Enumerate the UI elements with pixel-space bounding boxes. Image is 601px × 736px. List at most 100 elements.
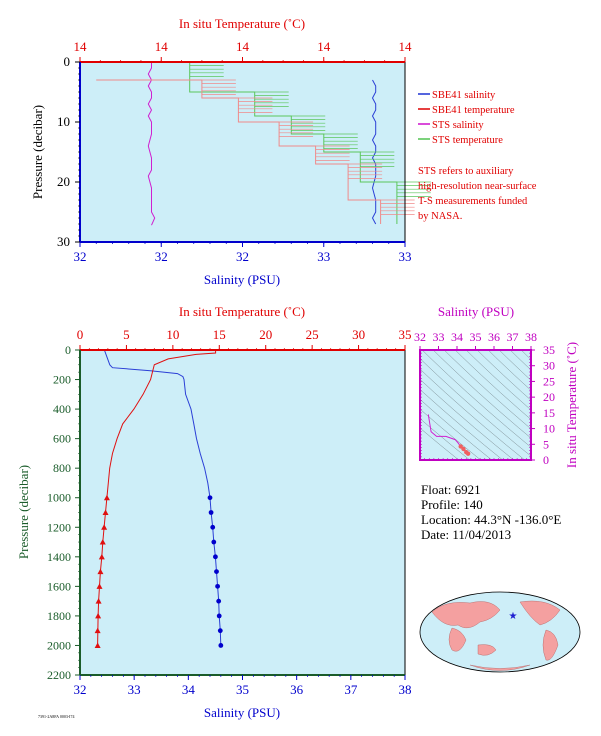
- bottom-pressure-tick-label: 2200: [47, 668, 71, 682]
- bottom-sal-tick-label: 35: [236, 682, 249, 697]
- map-ocean: [419, 591, 581, 673]
- bottom-pressure-tick-label: 600: [53, 432, 71, 446]
- bottom-salinity-marker: [215, 583, 220, 589]
- top-sal-tick-label: 32: [155, 249, 168, 264]
- ts-temperature-axis-title: In situ Temperature (˚C): [564, 342, 579, 468]
- profile-number: Profile: 140: [421, 497, 483, 512]
- map-land-australia: [477, 644, 497, 656]
- ts-sal-tick-label: 38: [525, 330, 537, 344]
- ts-density-contour: [509, 350, 531, 371]
- footer-code: 7391-2A8FA 0003-I74: [38, 714, 74, 719]
- bottom-temperature-marker: [97, 568, 104, 575]
- bottom-temp-tick-label: 10: [166, 327, 179, 342]
- top-pressure-tick-label: 0: [64, 54, 71, 69]
- top-pressure-tick-label: 30: [57, 234, 70, 249]
- bottom-temperature-marker: [99, 539, 106, 545]
- top-temperature-axis-title: In situ Temperature (˚C): [179, 16, 305, 31]
- top-pressure-tick-label: 20: [57, 174, 70, 189]
- bottom-sal-tick-label: 32: [74, 682, 87, 697]
- top-series-sbe41-salinity: [371, 79, 377, 225]
- ts-sal-tick-label: 35: [470, 330, 482, 344]
- ts-temp-tick-label: 30: [543, 359, 555, 373]
- bottom-pressure-tick-label: 800: [53, 461, 71, 475]
- bottom-salinity-marker: [207, 495, 213, 501]
- bottom-salinity-marker: [210, 524, 216, 530]
- bottom-pressure-tick-label: 1800: [47, 609, 71, 623]
- top-salinity-axis-title: Salinity (PSU): [204, 272, 280, 287]
- bottom-sal-tick-label: 34: [182, 682, 196, 697]
- ts-salinity-axis-title: Salinity (PSU): [438, 304, 514, 319]
- bottom-pressure-tick-label: 2000: [47, 638, 71, 652]
- ts-density-contour: [420, 389, 504, 460]
- bottom-temperature-marker: [94, 627, 101, 634]
- profile-date: Date: 11/04/2013: [421, 527, 512, 542]
- ts-temp-tick-label: 15: [543, 406, 555, 420]
- bottom-temperature-marker: [103, 494, 110, 501]
- bottom-temperature-axis-title: In situ Temperature (˚C): [179, 304, 305, 319]
- ts-density-contour: [476, 350, 531, 401]
- top-pressure-axis-title: Pressure (decibar): [30, 105, 45, 199]
- ts-density-contour: [487, 350, 531, 391]
- top-series-layer: [96, 61, 431, 226]
- bottom-salinity-marker: [217, 628, 223, 634]
- ts-density-contour: [421, 350, 531, 448]
- map-land-africa: [448, 627, 467, 652]
- legend-label: STS salinity: [432, 120, 484, 131]
- legend: SBE41 salinity SBE41 temperature STS salin…: [418, 90, 537, 222]
- ts-sal-tick-label: 37: [507, 330, 519, 344]
- bottom-temp-tick-label: 25: [306, 327, 319, 342]
- ts-plot-area: [420, 350, 531, 460]
- bottom-salinity-marker: [216, 613, 222, 619]
- top-tick-layer: 14 14 14 14 14 32 32 32 33 33 0 10 20 30: [57, 39, 412, 264]
- top-pressure-tick-label: 10: [57, 114, 70, 129]
- bottom-temp-tick-label: 15: [213, 327, 226, 342]
- legend-note-line: high-resolution near-surface: [418, 181, 537, 192]
- bottom-sal-tick-label: 38: [399, 682, 412, 697]
- legend-label: SBE41 temperature: [432, 105, 515, 116]
- top-series-sts-temperature: [120, 61, 398, 224]
- top-temp-tick-label: 14: [74, 39, 88, 54]
- top-temp-tick-label: 14: [317, 39, 331, 54]
- bottom-temp-tick-label: 30: [352, 327, 365, 342]
- bottom-salinity-marker: [218, 643, 224, 648]
- top-temp-tick-label: 14: [236, 39, 250, 54]
- ts-density-contour: [420, 399, 493, 460]
- legend-note-line: by NASA.: [418, 211, 462, 222]
- ts-density-contour: [420, 358, 531, 457]
- top-temp-tick-label: 14: [155, 39, 169, 54]
- ts-sal-tick-label: 32: [414, 330, 426, 344]
- map-land-antarctica: [469, 664, 531, 671]
- legend-note-line: T-S measurements funded: [418, 196, 528, 207]
- bottom-pressure-tick-label: 400: [53, 402, 71, 416]
- bottom-salinity-marker: [208, 510, 214, 515]
- ts-temp-tick-label: 10: [543, 422, 555, 436]
- bottom-temperature-marker: [101, 524, 108, 530]
- float-location-star-icon: ★: [509, 611, 518, 622]
- ts-temp-tick-label: 25: [543, 374, 555, 388]
- bottom-temperature-marker: [96, 583, 103, 589]
- bottom-series-layer: [94, 349, 224, 648]
- bottom-pressure-axis-title: Pressure (decibar): [16, 465, 31, 559]
- ts-density-contour: [454, 350, 531, 420]
- bottom-salinity-axis-title: Salinity (PSU): [204, 705, 280, 720]
- ts-temp-tick-label: 20: [543, 390, 555, 404]
- top-sal-tick-label: 32: [74, 249, 87, 264]
- ts-deep-point: [461, 446, 466, 452]
- bottom-salinity-marker: [213, 554, 218, 560]
- top-temp-tick-label: 14: [399, 39, 413, 54]
- bottom-temp-tick-label: 20: [259, 327, 272, 342]
- bottom-series-sbe41-salinity: [103, 349, 222, 646]
- float-location: Location: 44.3°N -136.0°E: [421, 512, 562, 527]
- ts-density-contour: [522, 340, 601, 480]
- bottom-temp-tick-label: 5: [123, 327, 130, 342]
- bottom-salinity-marker: [214, 569, 219, 574]
- ts-sal-tick-label: 36: [488, 330, 500, 344]
- top-sal-tick-label: 32: [236, 249, 249, 264]
- ts-sal-tick-label: 34: [451, 330, 463, 344]
- bottom-pressure-tick-label: 0: [65, 343, 71, 357]
- bottom-sal-tick-label: 36: [290, 682, 304, 697]
- top-series-sts-salinity: [147, 62, 156, 226]
- ts-density-contour: [420, 368, 526, 460]
- ts-temp-tick-label: 35: [543, 343, 555, 357]
